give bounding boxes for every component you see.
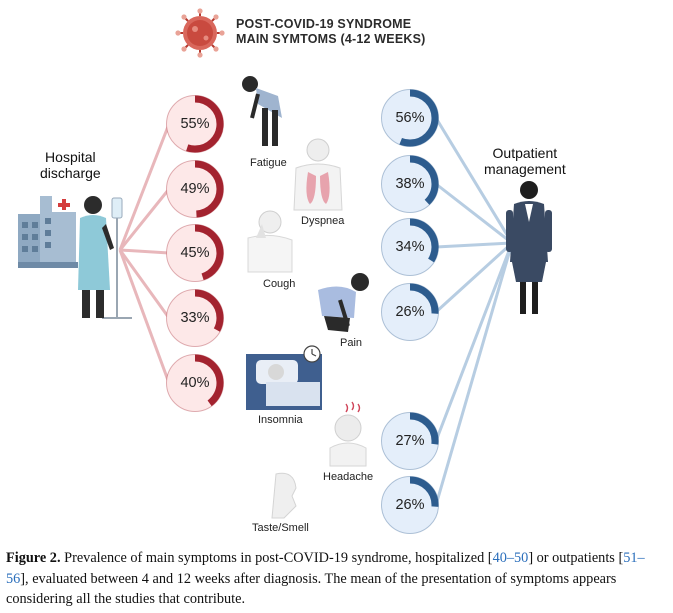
hospital-percent-label-4: 40% xyxy=(180,375,210,391)
outpatient-ring-graphic-0 xyxy=(381,89,439,147)
figure-diagram: POST-COVID-19 SYNDROME MAIN SYMTOMS (4-1… xyxy=(18,8,566,535)
symptom-label-fatigue: Fatigue xyxy=(250,157,287,169)
headache-figure-icon xyxy=(329,401,367,467)
hospital-ring-arc-4 xyxy=(166,354,224,412)
outpatient-ring-graphic-3 xyxy=(381,283,439,341)
outpatient-ring-arc-2 xyxy=(381,218,439,276)
hospital-ring-graphic-3 xyxy=(166,289,224,347)
outpatient-ring-arc-5 xyxy=(381,476,439,534)
symptom-label-cough: Cough xyxy=(263,278,296,290)
outpatient-ring-fatigue: 56% xyxy=(380,88,440,148)
outpatient-ring-pain: 26% xyxy=(380,282,440,342)
pain-figure-icon xyxy=(318,273,369,332)
hospital-ring-arc-1 xyxy=(166,160,224,218)
outpatient-percent-label-1: 38% xyxy=(395,176,425,192)
hospital-patient-icon xyxy=(78,196,114,318)
virus-icon xyxy=(175,8,225,58)
iv-stand-icon xyxy=(102,197,132,319)
hospital-ring-fatigue: 55% xyxy=(165,94,225,154)
hospital-label-line-1: Hospital xyxy=(45,149,96,165)
symptom-label-headache: Headache xyxy=(323,471,374,483)
outpatient-connector-2 xyxy=(435,241,513,249)
hospital-discharge-label: Hospital discharge xyxy=(40,149,101,181)
fatigue-figure-icon xyxy=(242,76,282,146)
hospital-connector-3 xyxy=(118,249,171,319)
caption-text-2: ] or outpatients [ xyxy=(528,550,624,566)
hospital-connector-0 xyxy=(118,123,171,251)
hospital-ring-graphic-2 xyxy=(166,224,224,282)
figure-title: POST-COVID-19 SYNDROME MAIN SYMTOMS (4-1… xyxy=(236,17,426,47)
outpatient-ring-graphic-2 xyxy=(381,218,439,276)
outpatient-ring-dyspnea: 38% xyxy=(380,154,440,214)
title-line-1: POST-COVID-19 SYNDROME xyxy=(236,17,412,31)
outpatient-percent-label-3: 26% xyxy=(395,304,425,320)
hospital-ring-arc-3 xyxy=(166,289,224,347)
hospital-ring-graphic-1 xyxy=(166,160,224,218)
hospital-ring-insomnia: 40% xyxy=(165,353,225,413)
outpatient-woman-icon xyxy=(506,181,552,314)
hospital-ring-graphic-4 xyxy=(166,354,224,412)
diagram-canvas xyxy=(18,8,552,519)
hospital-connector-2 xyxy=(119,248,170,255)
caption-reference-link-2[interactable]: 51–56 xyxy=(6,550,645,587)
hospital-ring-dyspnea: 49% xyxy=(165,159,225,219)
hospital-connector-4 xyxy=(118,249,171,384)
hospital-ring-pain: 33% xyxy=(165,288,225,348)
hospital-label-line-2: discharge xyxy=(40,165,101,181)
outpatient-percent-label-4: 27% xyxy=(395,433,425,449)
outpatient-connectors xyxy=(434,117,514,506)
hospital-percent-label-3: 33% xyxy=(180,310,210,326)
caption-text-1: Prevalence of main symptoms in post-COVI… xyxy=(60,550,493,566)
outpatient-percent-label-5: 26% xyxy=(395,497,425,513)
outpatient-connector-0 xyxy=(434,117,514,244)
symptom-label-insomnia: Insomnia xyxy=(258,414,303,426)
outpatient-ring-graphic-4 xyxy=(381,412,439,470)
hospital-connector-1 xyxy=(118,188,171,251)
outpatient-ring-arc-1 xyxy=(381,155,439,213)
caption-text-3: ], evaluated between 4 and 12 weeks afte… xyxy=(6,570,617,608)
outpatient-label-line-2: management xyxy=(484,161,566,177)
insomnia-bed-icon xyxy=(246,345,322,410)
symptom-label-pain: Pain xyxy=(340,337,363,349)
hospital-percent-label-2: 45% xyxy=(180,245,210,261)
outpatient-ring-graphic-1 xyxy=(381,155,439,213)
outpatient-percent-label-0: 56% xyxy=(395,110,425,126)
dyspnea-figure-icon xyxy=(293,138,343,211)
outpatient-management-label: Outpatient management xyxy=(484,145,566,177)
symptom-label-dyspnea: Dyspnea xyxy=(301,215,345,227)
taste-smell-face-icon xyxy=(271,472,297,519)
hospital-building-icon xyxy=(18,196,78,268)
hospital-ring-cough: 45% xyxy=(165,223,225,283)
hospital-connectors xyxy=(118,123,171,384)
figure-caption: Figure 2. Prevalence of main symptoms in… xyxy=(6,548,666,610)
cough-figure-icon xyxy=(247,210,293,273)
outpatient-connector-4 xyxy=(434,242,514,442)
outpatient-ring-arc-4 xyxy=(381,412,439,470)
hospital-ring-graphic-0 xyxy=(166,95,224,153)
outpatient-percent-label-2: 34% xyxy=(395,239,425,255)
outpatient-ring-headache: 27% xyxy=(380,411,440,471)
caption-reference-link-1[interactable]: 40–50 xyxy=(492,550,529,566)
title-line-2: MAIN SYMTOMS (4-12 WEEKS) xyxy=(236,32,426,46)
outpatient-connector-3 xyxy=(434,241,514,314)
outpatient-ring-taste-smell: 26% xyxy=(380,475,440,535)
outpatient-ring-arc-0 xyxy=(381,89,439,147)
symptom-label-taste-smell: Taste/Smell xyxy=(252,522,309,534)
hospital-ring-arc-2 xyxy=(166,224,224,282)
outpatient-ring-cough: 34% xyxy=(380,217,440,277)
outpatient-connector-1 xyxy=(435,182,513,245)
outpatient-label-line-1: Outpatient xyxy=(492,145,558,161)
hospital-percent-label-1: 49% xyxy=(180,181,210,197)
caption-label: Figure 2. xyxy=(6,550,61,566)
hospital-percent-label-0: 55% xyxy=(180,116,210,132)
hospital-ring-arc-0 xyxy=(166,95,224,153)
outpatient-ring-arc-3 xyxy=(381,283,439,341)
outpatient-ring-graphic-5 xyxy=(381,476,439,534)
outpatient-connector-5 xyxy=(434,242,514,506)
